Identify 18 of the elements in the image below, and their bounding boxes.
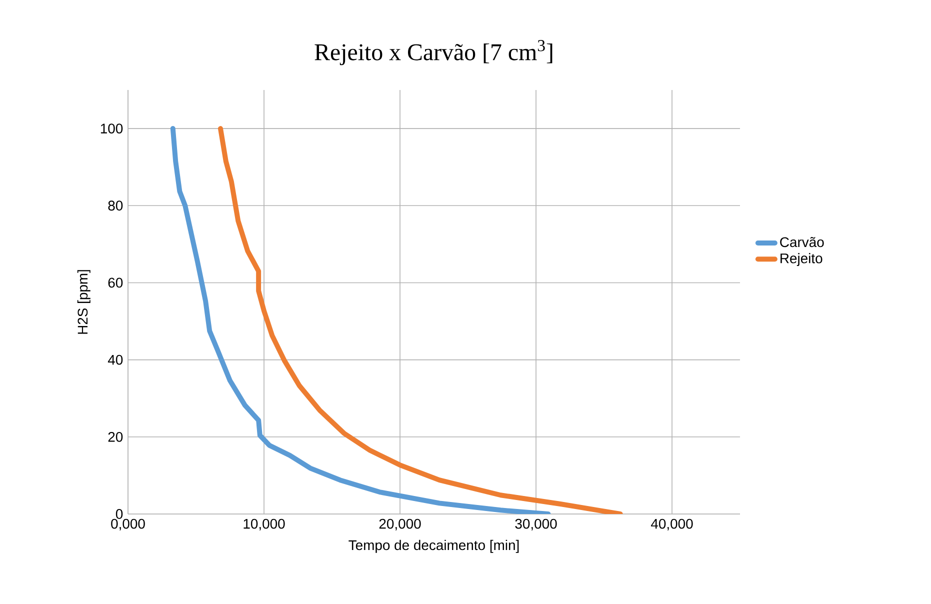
x-tick-label: 0,000: [111, 518, 145, 530]
line-series: [218, 126, 623, 514]
y-tick-label: 60: [108, 278, 123, 288]
x-tick-label: 10,000: [244, 518, 285, 530]
x-tick-label: 30,000: [515, 518, 557, 530]
x-tick-label: 40,000: [650, 518, 693, 530]
x-axis-title: Tempo de decaimento [min]: [348, 540, 519, 553]
y-tick-label: 20: [108, 432, 123, 442]
y-tick-label: 40: [108, 354, 123, 365]
y-axis-title: H2S [ppm]: [77, 270, 90, 334]
y-tick-label: 80: [108, 200, 123, 211]
legend-label: Rejeito: [780, 253, 822, 266]
chart-title: Rejeito x Carvão [7 cm$^{3}$]: [314, 40, 552, 66]
line-series: [170, 126, 551, 514]
x-tick-label: 20,000: [379, 518, 421, 530]
y-tick-label: 0: [116, 509, 123, 519]
y-tick-label: 100: [100, 124, 123, 134]
legend-label: Carvão: [780, 236, 824, 248]
